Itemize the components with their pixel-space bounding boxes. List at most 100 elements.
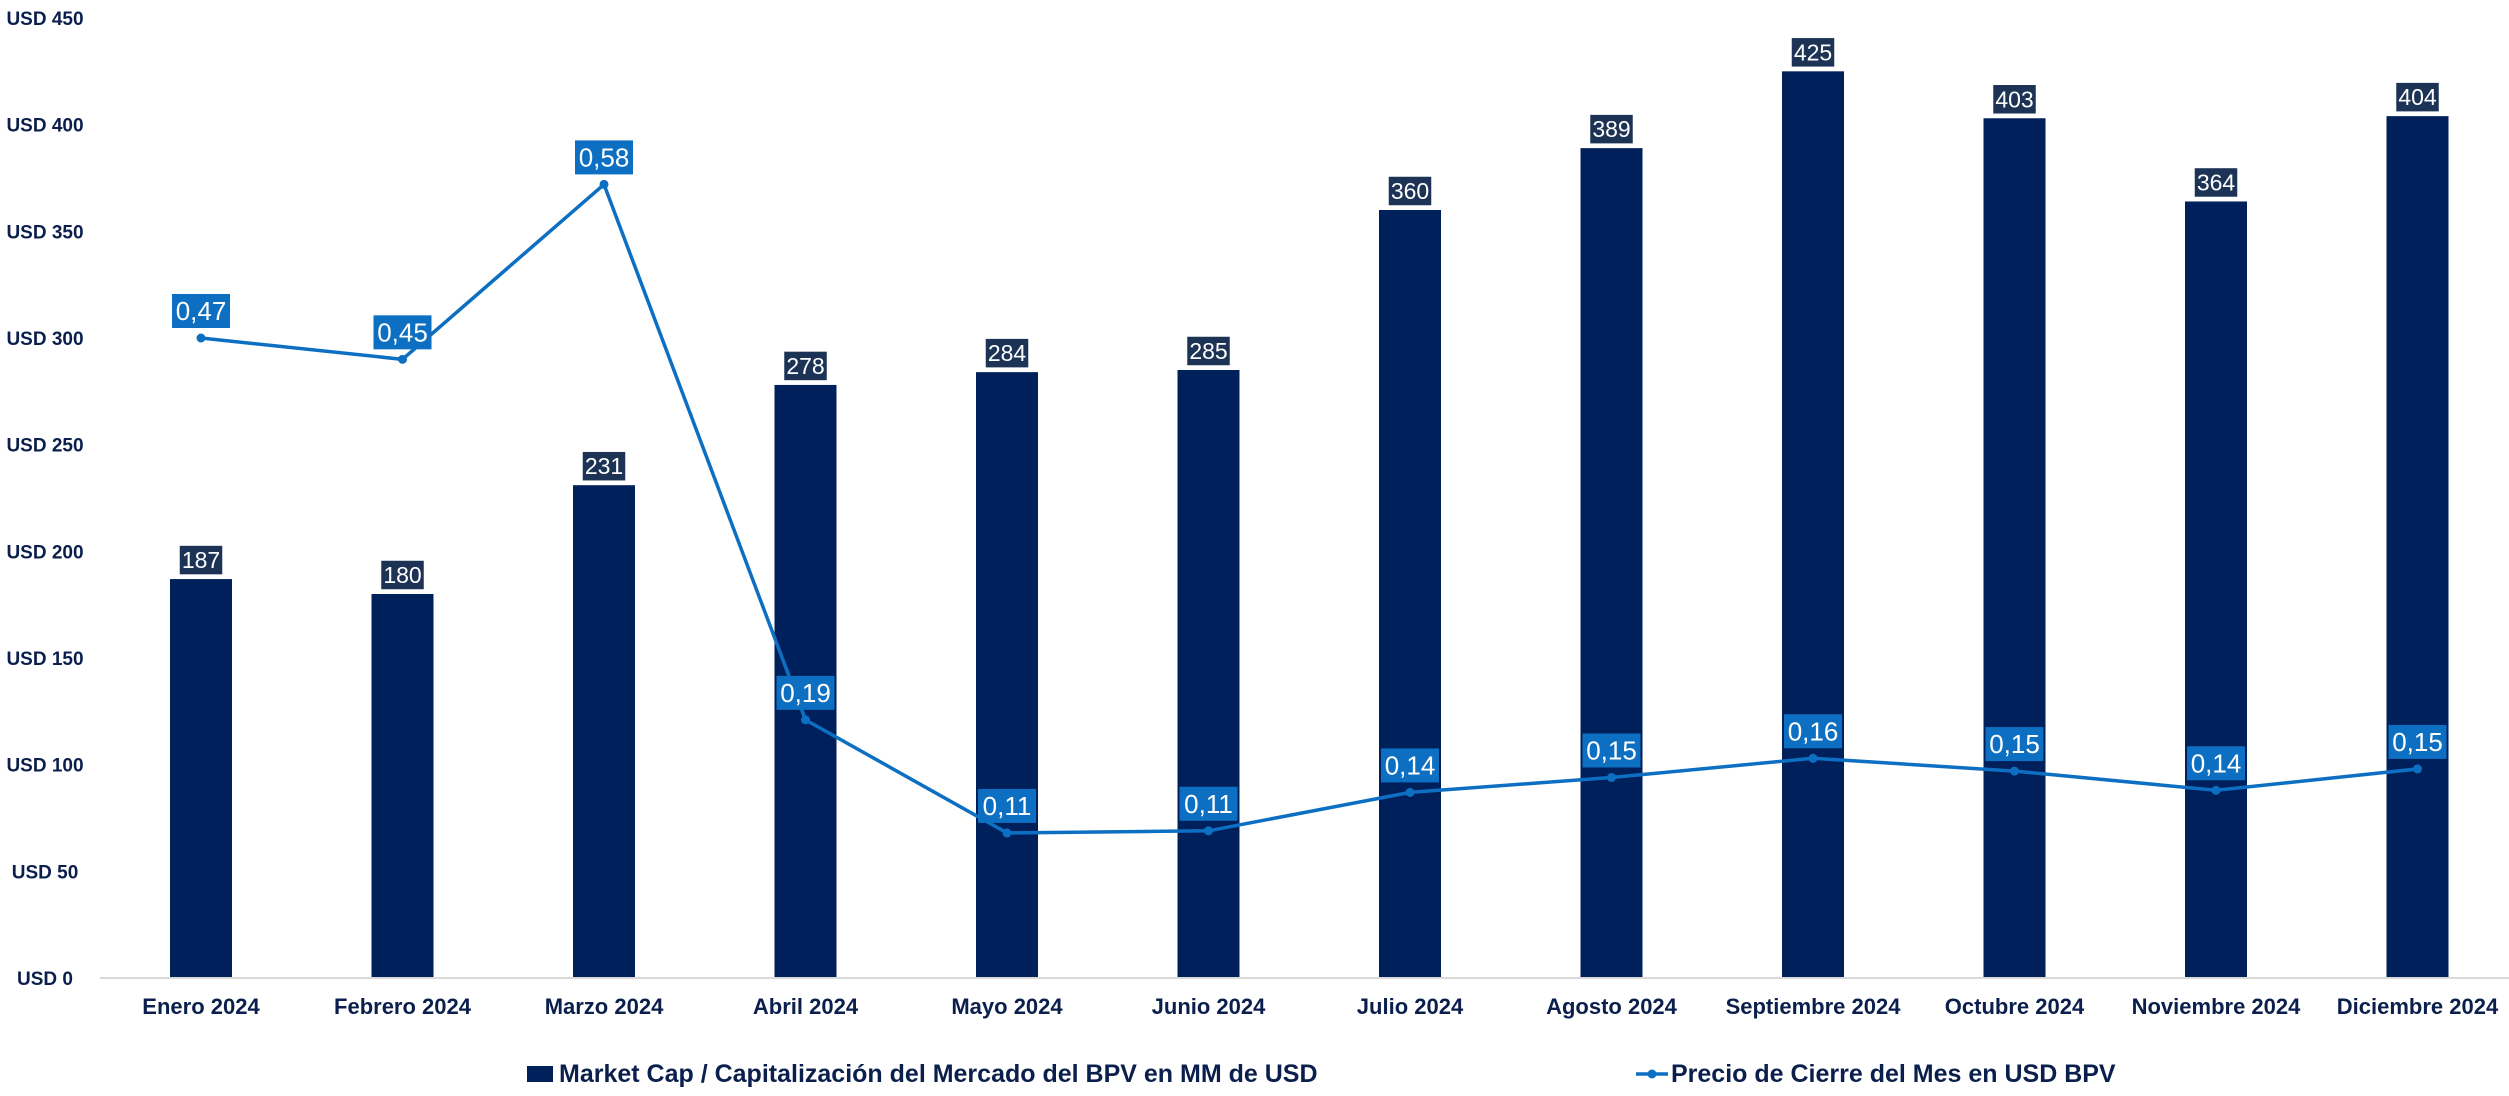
legend-item-precio: Precio de Cierre del Mes en USD BPV [1636,1060,2116,1088]
bar-data-labels: 187 180 231 278 284 285 360 389 425 403 364 404 [178,36,2441,591]
line-data-label-text: 0,11 [1184,789,1233,819]
y-tick-label: USD 0 [17,969,73,990]
bar [170,579,232,978]
price-line [200,182,2418,835]
bar-data-label-box [1991,83,2038,116]
line-data-label: 0,11 [1179,786,1238,821]
line-point [2211,785,2221,795]
line-point [1405,787,1415,797]
bar-data-label: 180 [379,559,426,591]
bar [2185,201,2247,978]
bar-data-label: 285 [1185,335,1232,367]
line-point [801,715,810,725]
bar-data-label-box [1588,113,1635,145]
bar-data-label-box [1185,335,1232,367]
bar-data-label: 231 [581,450,627,482]
line-data-label-text: 0,15 [1586,735,1637,765]
bar-data-label-text: 278 [786,353,824,379]
x-axis: Enero 2024 Febrero 2024 Marzo 2024 Abril 20… [142,994,2499,1019]
bar-data-label-text: 187 [182,547,220,573]
line-point [599,179,609,189]
line-data-label-text: 0,14 [1385,750,1436,780]
line-series [196,179,2422,838]
line-data-label-text: 0,47 [176,296,227,326]
y-tick-label: USD 200 [6,542,83,563]
line-data-label-box [172,294,230,328]
x-tick-label: Junio 2024 [1152,994,1266,1019]
bar [1782,71,1844,979]
line-point [398,354,407,364]
y-tick-label: USD 250 [6,436,83,457]
line-data-label-box [2388,724,2447,759]
line-data-labels: 0,47 0,45 0,58 0,19 0,11 0,11 0,14 0,15 0,16 0,15… [172,140,2447,823]
line-data-label: 0,14 [2187,746,2245,781]
bar-data-label-box [782,350,829,382]
line-data-label: 0,16 [1784,714,1842,749]
bar-data-label-text: 404 [2398,84,2437,110]
y-axis: USD 0 USD 50 USD 100 USD 150 USD 200 USD 250 U… [6,9,83,990]
bar-data-label-text: 360 [1391,178,1429,204]
bar-data-label-box [2394,81,2441,113]
x-tick-label: Diciembre 2024 [2337,994,2499,1019]
bar [1580,148,1643,979]
bar-data-label-text: 285 [1189,338,1227,364]
x-tick-label: Enero 2024 [142,994,260,1019]
x-tick-label: Febrero 2024 [334,994,472,1019]
line-data-label: 0,45 [373,315,432,350]
line-data-label: 0,15 [1985,727,2044,762]
legend-label: Precio de Cierre del Mes en USD BPV [1671,1060,2116,1088]
line-data-label-box [2187,746,2245,781]
x-tick-label: Abril 2024 [753,994,859,1019]
line-point [1607,772,1616,782]
line-data-label: 0,47 [172,294,230,328]
line-data-label-text: 0,14 [2191,748,2242,778]
line-data-label-box [575,140,633,175]
line-data-label-box [1784,714,1842,749]
y-tick-label: USD 300 [6,329,83,350]
x-tick-label: Mayo 2024 [951,994,1063,1019]
line-data-label: 0,15 [2388,724,2447,759]
line-data-label-text: 0,15 [1989,729,2040,759]
y-tick-label: USD 150 [6,649,83,670]
line-data-label: 0,15 [1582,733,1641,768]
line-point [1002,828,1012,838]
line-point [196,333,206,343]
x-tick-label: Noviembre 2024 [2132,994,2302,1019]
bar-data-label: 360 [1387,175,1433,207]
bar [1983,118,2046,979]
line-data-label-box [1582,733,1641,768]
bar-data-label-box [1790,36,1836,69]
bar-data-label: 389 [1588,113,1635,145]
bar-data-label-text: 180 [383,562,421,588]
bar-data-label-box [581,450,627,482]
bar [1177,370,1240,978]
y-tick-label: USD 450 [6,9,83,30]
bar-data-label: 187 [178,544,224,576]
x-tick-label: Marzo 2024 [545,994,664,1019]
bar-data-label: 403 [1991,83,2038,116]
bar-data-label-text: 403 [1995,86,2033,112]
bar-data-label-text: 231 [585,453,623,479]
bar [2386,116,2449,979]
line-point [1808,753,1818,763]
legend-item-market-cap: Market Cap / Capitalización del Mercado … [527,1060,1318,1088]
line-data-label-text: 0,16 [1788,716,1839,746]
line-data-label-box [373,315,432,350]
line-data-label-text: 0,11 [983,791,1032,821]
line-data-label-text: 0,45 [377,317,428,347]
legend-swatch-marker [1647,1069,1657,1079]
x-tick-label: Julio 2024 [1357,994,1464,1019]
line-data-label-box [776,675,835,710]
bar-data-label: 364 [2193,166,2239,199]
bar-data-label-text: 425 [1794,39,1832,65]
y-tick-label: USD 350 [6,222,83,243]
line-data-label-box [1381,748,1439,783]
line-point [2413,764,2422,774]
bar [976,372,1038,979]
bar-data-label-text: 364 [2197,169,2236,195]
line-data-label-box [978,788,1036,823]
legend-label: Market Cap / Capitalización del Mercado … [559,1060,1318,1088]
x-tick-label: Agosto 2024 [1546,994,1678,1019]
line-data-label: 0,19 [776,675,835,710]
